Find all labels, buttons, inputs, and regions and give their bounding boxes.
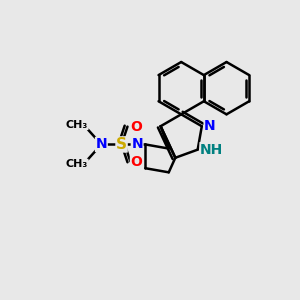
Text: N: N [204, 119, 216, 133]
Text: S: S [116, 137, 127, 152]
Text: N: N [131, 137, 143, 152]
Text: O: O [130, 120, 142, 134]
Text: N: N [95, 137, 107, 152]
Text: O: O [130, 155, 142, 169]
Text: CH₃: CH₃ [66, 120, 88, 130]
Text: NH: NH [200, 142, 223, 157]
Text: CH₃: CH₃ [66, 159, 88, 169]
